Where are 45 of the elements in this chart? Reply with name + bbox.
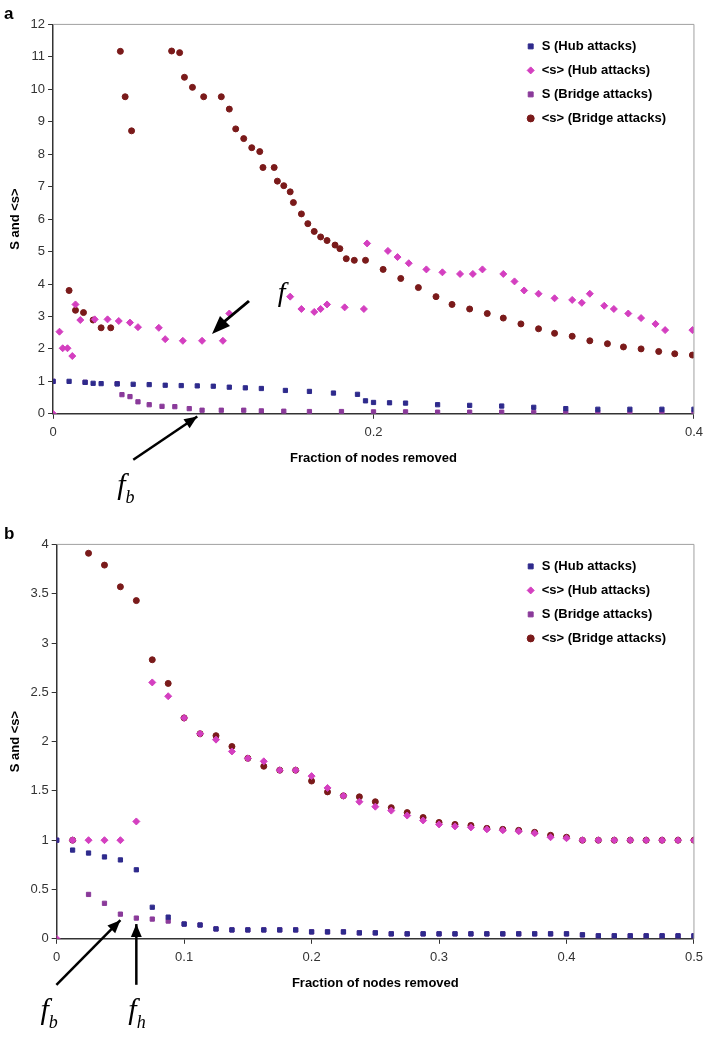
legend-label: <s> (Hub attacks) xyxy=(541,581,651,597)
legend-label: S (Bridge attacks) xyxy=(541,85,653,101)
y-tick-label: 1 xyxy=(41,831,49,847)
y-tick-label: 3.5 xyxy=(30,585,49,601)
y-tick-label: 2 xyxy=(37,340,46,356)
legend-label: S (Hub attacks) xyxy=(541,37,637,53)
x-axis-title: Fraction of nodes removed xyxy=(291,974,459,990)
y-tick-label: 9 xyxy=(37,113,46,129)
y-tick-label: 12 xyxy=(30,15,46,31)
y-tick-label: 7 xyxy=(37,178,46,194)
legend-label: <s> (Bridge attacks) xyxy=(541,629,666,645)
y-tick-label: 11 xyxy=(31,48,46,64)
y-tick-label: 10 xyxy=(30,80,46,96)
x-tick-label: 0.2 xyxy=(364,424,383,440)
chart-title: b xyxy=(4,523,15,543)
x-tick-label: 0.4 xyxy=(557,949,576,965)
chart-title: a xyxy=(4,3,14,23)
y-tick-label: 4 xyxy=(37,275,46,291)
y-axis-title: S and <s> xyxy=(7,187,23,250)
y-tick-label: 8 xyxy=(37,145,46,161)
legend-label: <s> (Hub attacks) xyxy=(541,61,651,77)
x-tick-label: 0.5 xyxy=(684,949,703,965)
x-tick-label: 0.2 xyxy=(302,949,321,965)
y-tick-label: 5 xyxy=(37,243,46,259)
y-tick-label: 3 xyxy=(37,308,46,324)
legend-label: <s> (Bridge attacks) xyxy=(541,109,666,125)
x-tick-label: 0 xyxy=(53,949,61,965)
y-tick-label: 0.5 xyxy=(30,881,49,897)
y-tick-label: 2.5 xyxy=(30,683,49,699)
y-tick-label: 4 xyxy=(41,535,49,551)
legend-label: S (Bridge attacks) xyxy=(541,605,653,621)
x-tick-label: 0.3 xyxy=(430,949,449,965)
x-axis-title: Fraction of nodes removed xyxy=(290,449,457,465)
annotation: f xyxy=(277,275,289,307)
legend-label: S (Hub attacks) xyxy=(541,557,637,573)
y-tick-label: 6 xyxy=(37,210,46,226)
x-tick-label: 0.4 xyxy=(684,424,703,440)
y-tick-label: 1.5 xyxy=(30,782,49,798)
x-tick-label: 0.1 xyxy=(175,949,194,965)
y-axis-title: S and <s> xyxy=(7,710,23,773)
y-tick-label: 0 xyxy=(37,405,46,421)
y-tick-label: 2 xyxy=(41,733,49,749)
y-tick-label: 3 xyxy=(41,634,49,650)
y-tick-label: 0 xyxy=(41,930,49,946)
y-tick-label: 1 xyxy=(37,372,46,388)
